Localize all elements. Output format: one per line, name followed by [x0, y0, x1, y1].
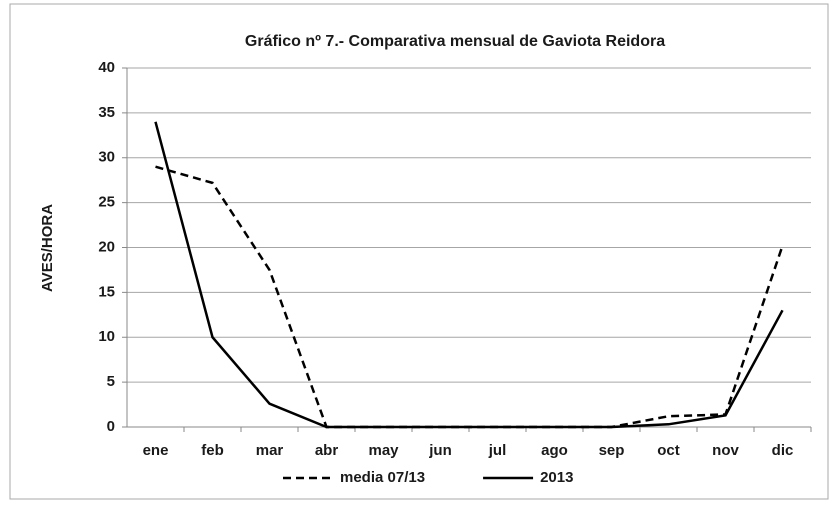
chart-title: Gráfico nº 7.- Comparativa mensual de Ga… — [245, 33, 665, 50]
x-tick-label: ago — [541, 442, 568, 459]
x-tick-label: oct — [657, 442, 680, 459]
x-tick-label: ene — [143, 442, 169, 459]
y-axis-label: AVES/HORA — [39, 204, 56, 292]
y-tick-label: 0 — [107, 418, 115, 435]
chart-frame — [9, 3, 829, 500]
x-tick-label: nov — [712, 442, 739, 459]
y-tick-label: 35 — [98, 104, 115, 121]
x-tick-label: dic — [772, 442, 794, 459]
y-tick-label: 30 — [98, 149, 115, 166]
series-line — [154, 121, 784, 429]
x-tick-label: sep — [599, 442, 625, 459]
y-tick-label: 20 — [98, 238, 115, 255]
y-tick-label: 10 — [98, 328, 115, 345]
x-tick-label: mar — [256, 442, 284, 459]
legend-label: 2013 — [540, 469, 573, 486]
y-tick-label: 25 — [98, 194, 115, 211]
y-tick-label: 5 — [107, 373, 115, 390]
x-tick-label: jul — [488, 442, 507, 459]
x-tick-label: may — [368, 442, 399, 459]
legend-label: media 07/13 — [340, 469, 425, 486]
y-tick-label: 15 — [98, 283, 115, 300]
y-tick-label: 40 — [98, 59, 115, 76]
x-tick-label: jun — [428, 442, 452, 459]
x-tick-label: abr — [315, 442, 339, 459]
x-tick-label: feb — [201, 442, 224, 459]
